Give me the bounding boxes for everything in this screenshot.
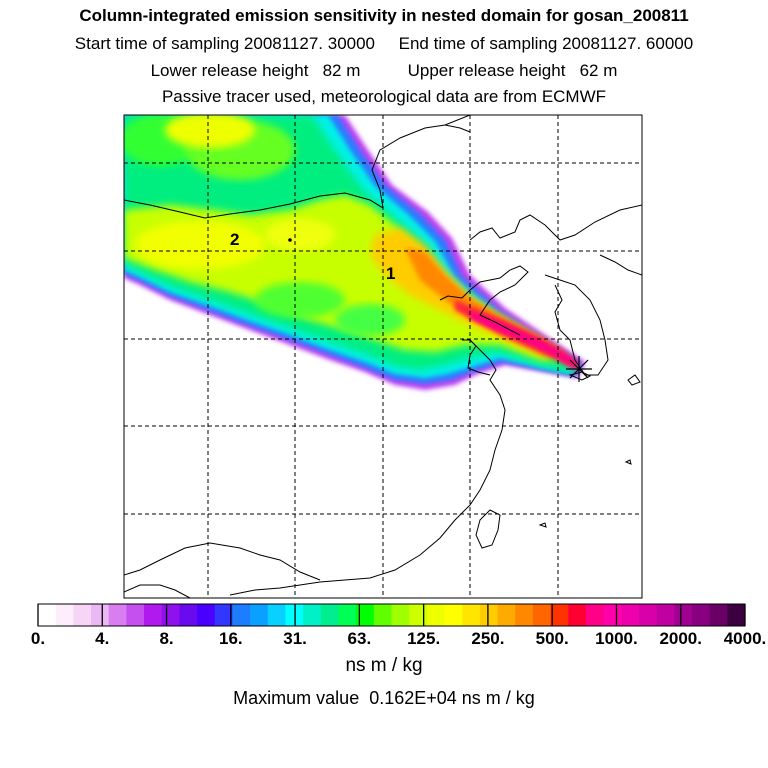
colorbar-tick-label: 4000.: [723, 629, 767, 648]
colorbar-tick-label: 125.: [407, 629, 441, 648]
cluster-2-dot: [288, 238, 292, 242]
plume: [124, 115, 585, 390]
colorbar-tick-label: 250.: [471, 629, 505, 648]
coast-manchuria: [469, 204, 642, 241]
border-manchuria-korea: [444, 124, 471, 133]
coast-bohai: [439, 265, 529, 336]
plume-patch-yellow-1: [165, 115, 255, 148]
colorbar-tick-label: 16.: [218, 629, 243, 648]
colorbar-tick-label: 1000.: [595, 629, 638, 648]
coast-china-east: [229, 339, 506, 596]
star-icon: [566, 356, 592, 382]
coast-korea: [544, 274, 609, 376]
colorbar-tick-label: 4.: [95, 629, 110, 648]
island-small-1: [624, 459, 632, 465]
map-frame: [123, 114, 643, 599]
border-north-mongolia: [124, 192, 384, 219]
cluster-label-2: 2: [230, 230, 240, 249]
colorbar-tick-label: 0.: [30, 629, 46, 648]
island-jeju: [568, 371, 592, 381]
title-line-release-height: Lower release height 82 m Upper release …: [150, 61, 618, 80]
plume-patch-green-3: [255, 282, 345, 318]
colorbar-tick-label: 500.: [535, 629, 569, 648]
plume-patch-green-4: [335, 304, 405, 336]
plume-tail-magenta: [470, 312, 580, 369]
title-line-sampling-time: Start time of sampling 20081127. 30000 E…: [74, 34, 694, 53]
border-vietnam: [124, 584, 191, 598]
cluster-label-1: 1: [386, 264, 396, 283]
plume-patch-yellow-3: [265, 219, 335, 251]
coast-korea-east: [599, 254, 642, 276]
island-taiwan: [475, 509, 501, 549]
maximum-value-text: Maximum value 0.162E+04 ns m / kg: [233, 688, 535, 708]
plume-patch-yellow-2: [135, 221, 265, 269]
island-small-2: [538, 522, 547, 528]
title-line-met-data: Passive tracer used, meteorological data…: [161, 87, 607, 106]
colorbar-unit: ns m / kg: [345, 655, 423, 676]
colorbar-tick-label: 31.: [283, 629, 307, 648]
graticule: [124, 115, 642, 598]
colorbar-tick-label: 8.: [159, 629, 174, 648]
colorbar-tick-label: 2000.: [659, 629, 702, 648]
border-china-south-west: [124, 542, 321, 581]
border-northeast-china: [371, 115, 471, 209]
colorbar-tick-label: 63.: [347, 629, 372, 648]
title-line-1: Column-integrated emission sensitivity i…: [79, 6, 689, 25]
coastlines-borders: [124, 115, 642, 598]
island-kyushu: [627, 374, 641, 386]
